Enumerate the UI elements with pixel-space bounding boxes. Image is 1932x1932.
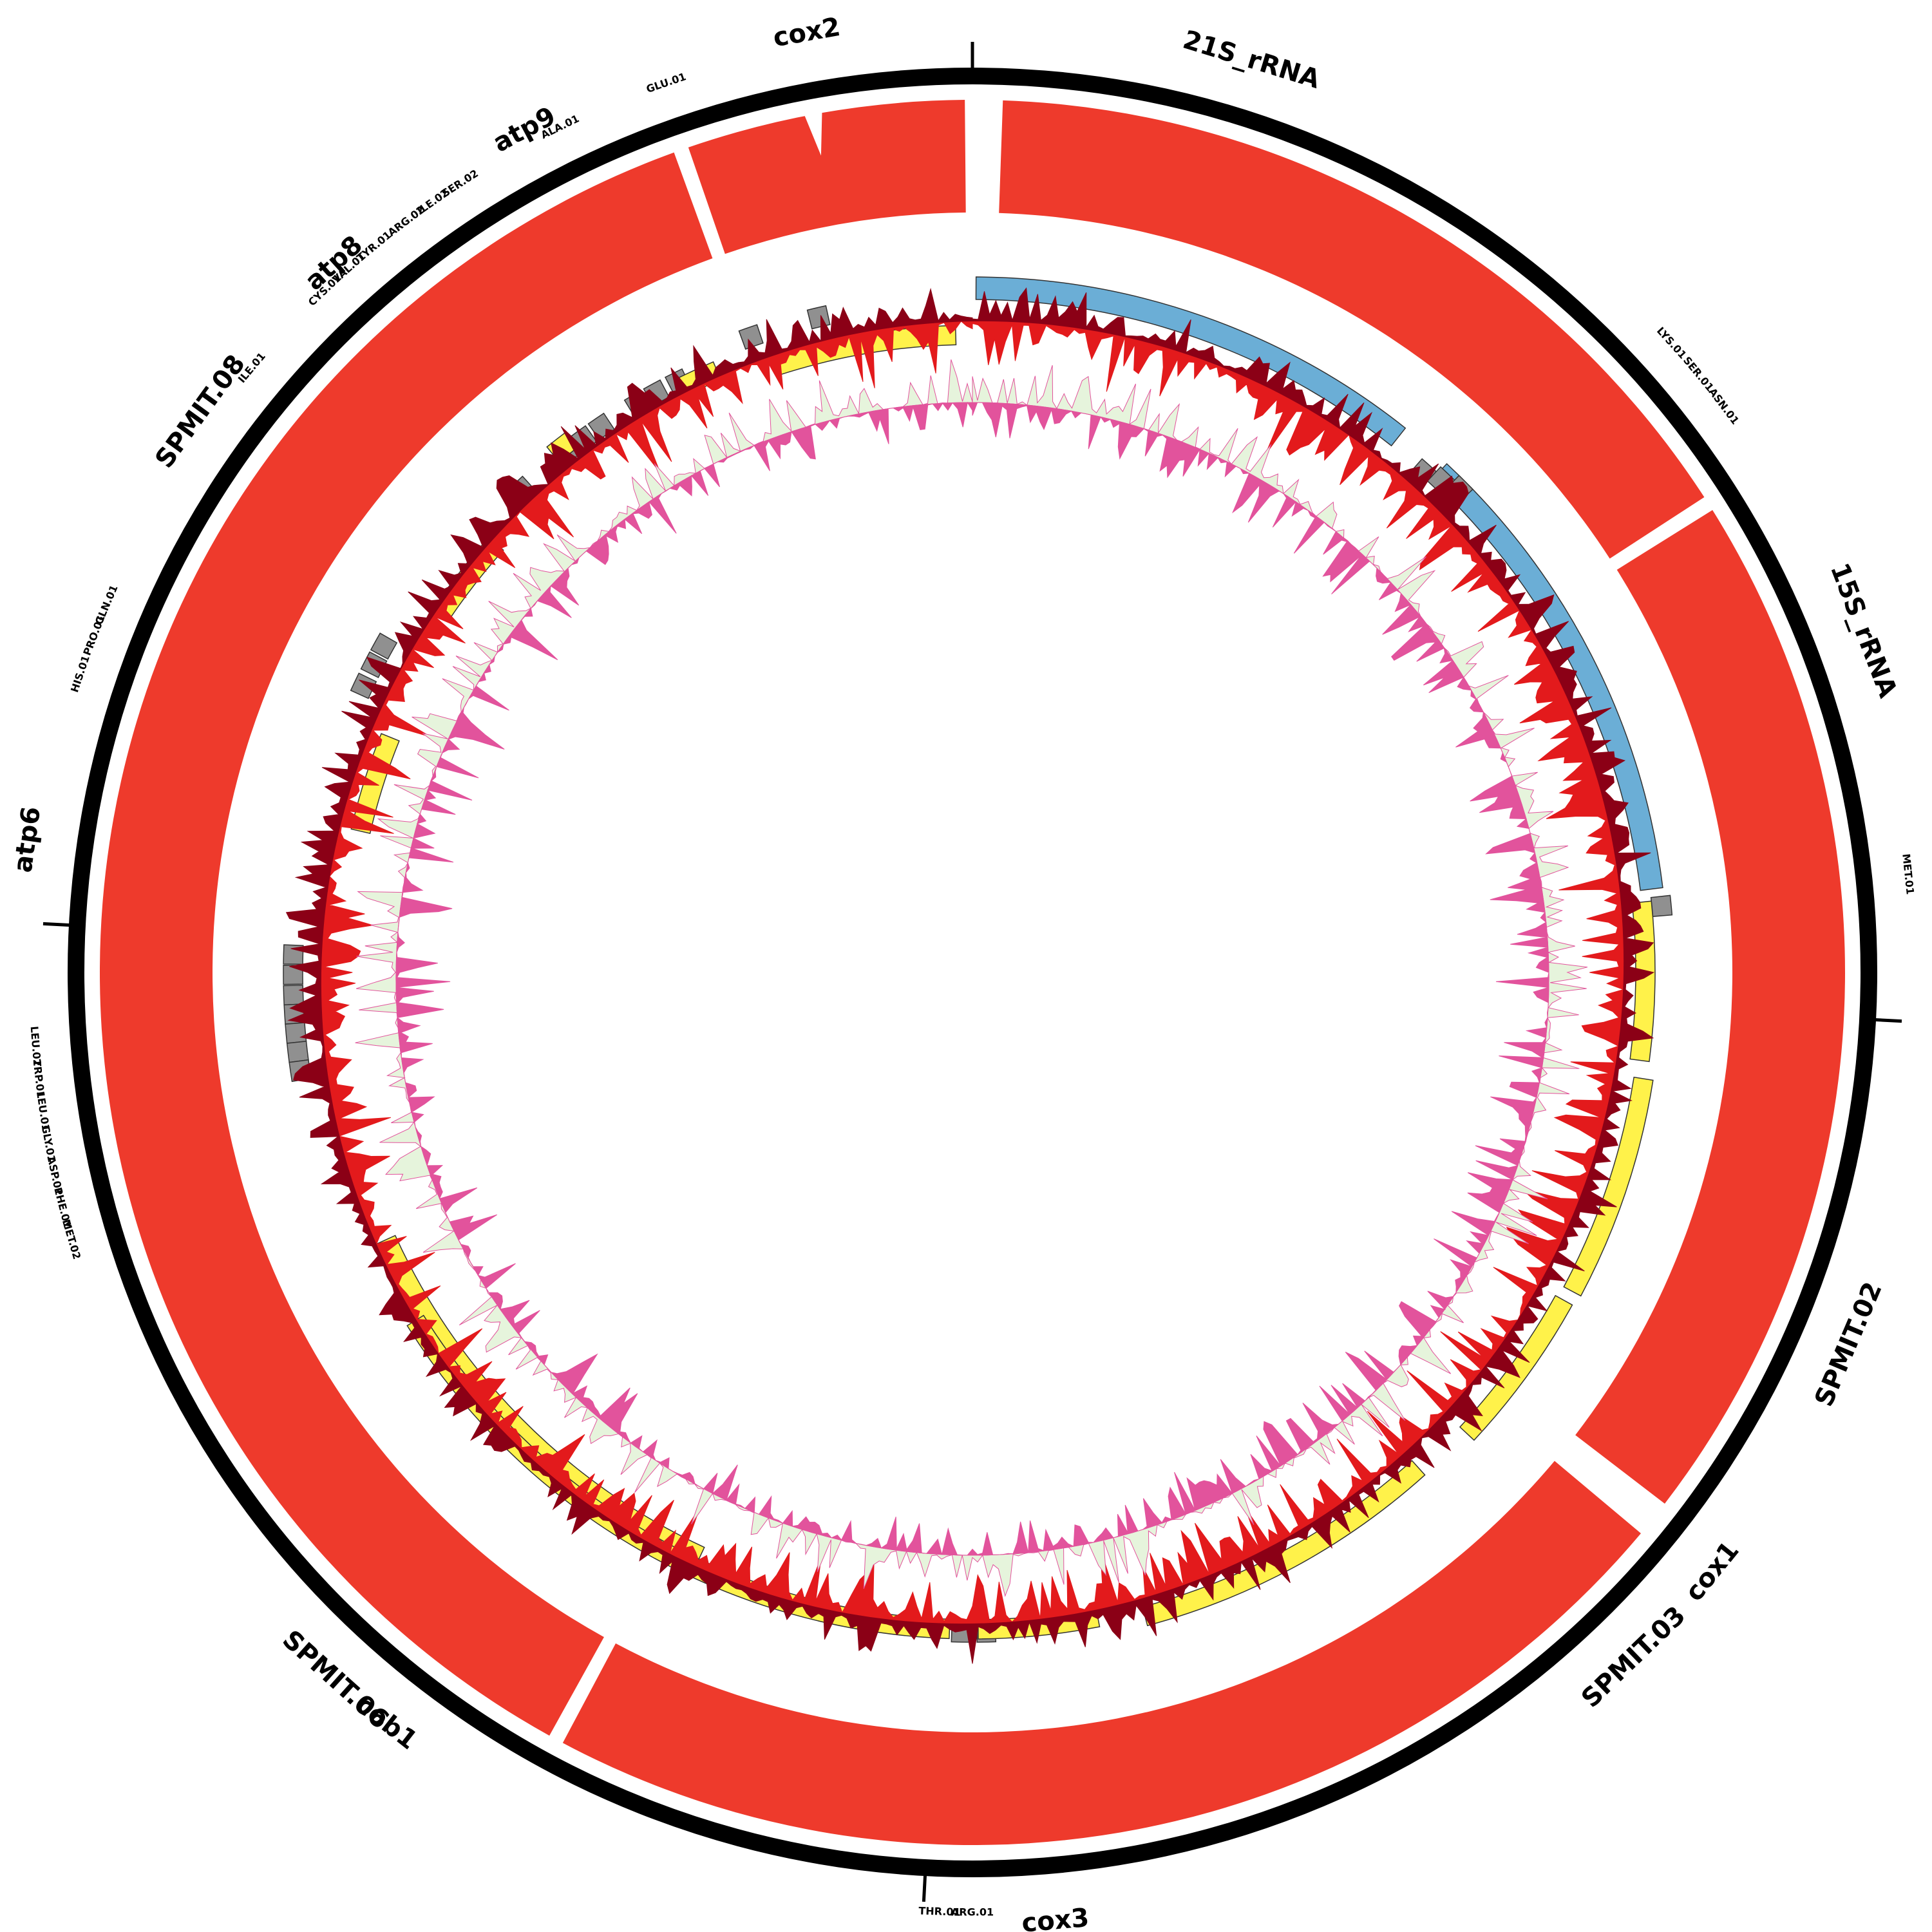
gene-block (688, 100, 966, 254)
trna-box (286, 1041, 309, 1063)
orf-block (1563, 1076, 1654, 1297)
trna-label: MET.01 (1900, 853, 1917, 895)
gene-notch (978, 98, 997, 213)
tick (922, 1867, 927, 1902)
orf-block (1459, 1294, 1573, 1441)
gc-content-track (355, 359, 1588, 1597)
tick (43, 922, 78, 927)
trna-label: HIS.01 (68, 654, 92, 694)
gene-block (1575, 509, 1845, 1504)
trna-label: ASN.01 (1706, 386, 1741, 427)
tick-marks (43, 42, 1902, 1902)
gc-skew-track (285, 287, 1655, 1664)
skew-baseline (319, 319, 1625, 1625)
gene-block (562, 1461, 1641, 1845)
gc-area-light (355, 359, 1588, 1597)
trna-label: THR.01 (918, 1904, 961, 1918)
rrna-track (975, 276, 1663, 891)
trna-label: SER.01 (1681, 354, 1716, 393)
gene-block (100, 152, 713, 1736)
trna-label: LEU.02 (28, 1026, 44, 1067)
gc-area (395, 401, 1549, 1556)
trna-box (285, 1022, 307, 1044)
trna-label: ARG.01 (951, 1906, 994, 1918)
trna-box (370, 632, 398, 660)
trna-label: GLU.01 (645, 70, 688, 95)
gene-ring (100, 98, 1845, 1845)
trna-label: PRO.01 (80, 613, 107, 657)
gene-label: SPMIT.02 (1809, 1278, 1888, 1411)
trna-box (350, 672, 377, 699)
tick (1867, 1018, 1902, 1023)
trna-label: ARG.02 (386, 204, 427, 239)
trna-box (738, 324, 764, 350)
rrna-21s (975, 276, 1406, 447)
rrna-15s (1430, 463, 1663, 891)
gene-label: 15S_rRNA (1824, 559, 1903, 701)
trna-label: MET.02 (60, 1218, 83, 1260)
gene-label: cox1 (1680, 1536, 1745, 1607)
gene-block (999, 100, 1705, 559)
skew-area (285, 287, 1655, 1664)
gene-label: cox3 (1021, 1903, 1090, 1932)
gene-notch (804, 111, 822, 156)
trna-label: LYS.01 (1654, 325, 1689, 361)
gene-label: atp6 (8, 805, 47, 875)
trna-box (1650, 895, 1673, 917)
gene-label: cox2 (771, 12, 842, 53)
trna-box (283, 985, 304, 1006)
gene-label: 21S_rRNA (1180, 25, 1323, 95)
